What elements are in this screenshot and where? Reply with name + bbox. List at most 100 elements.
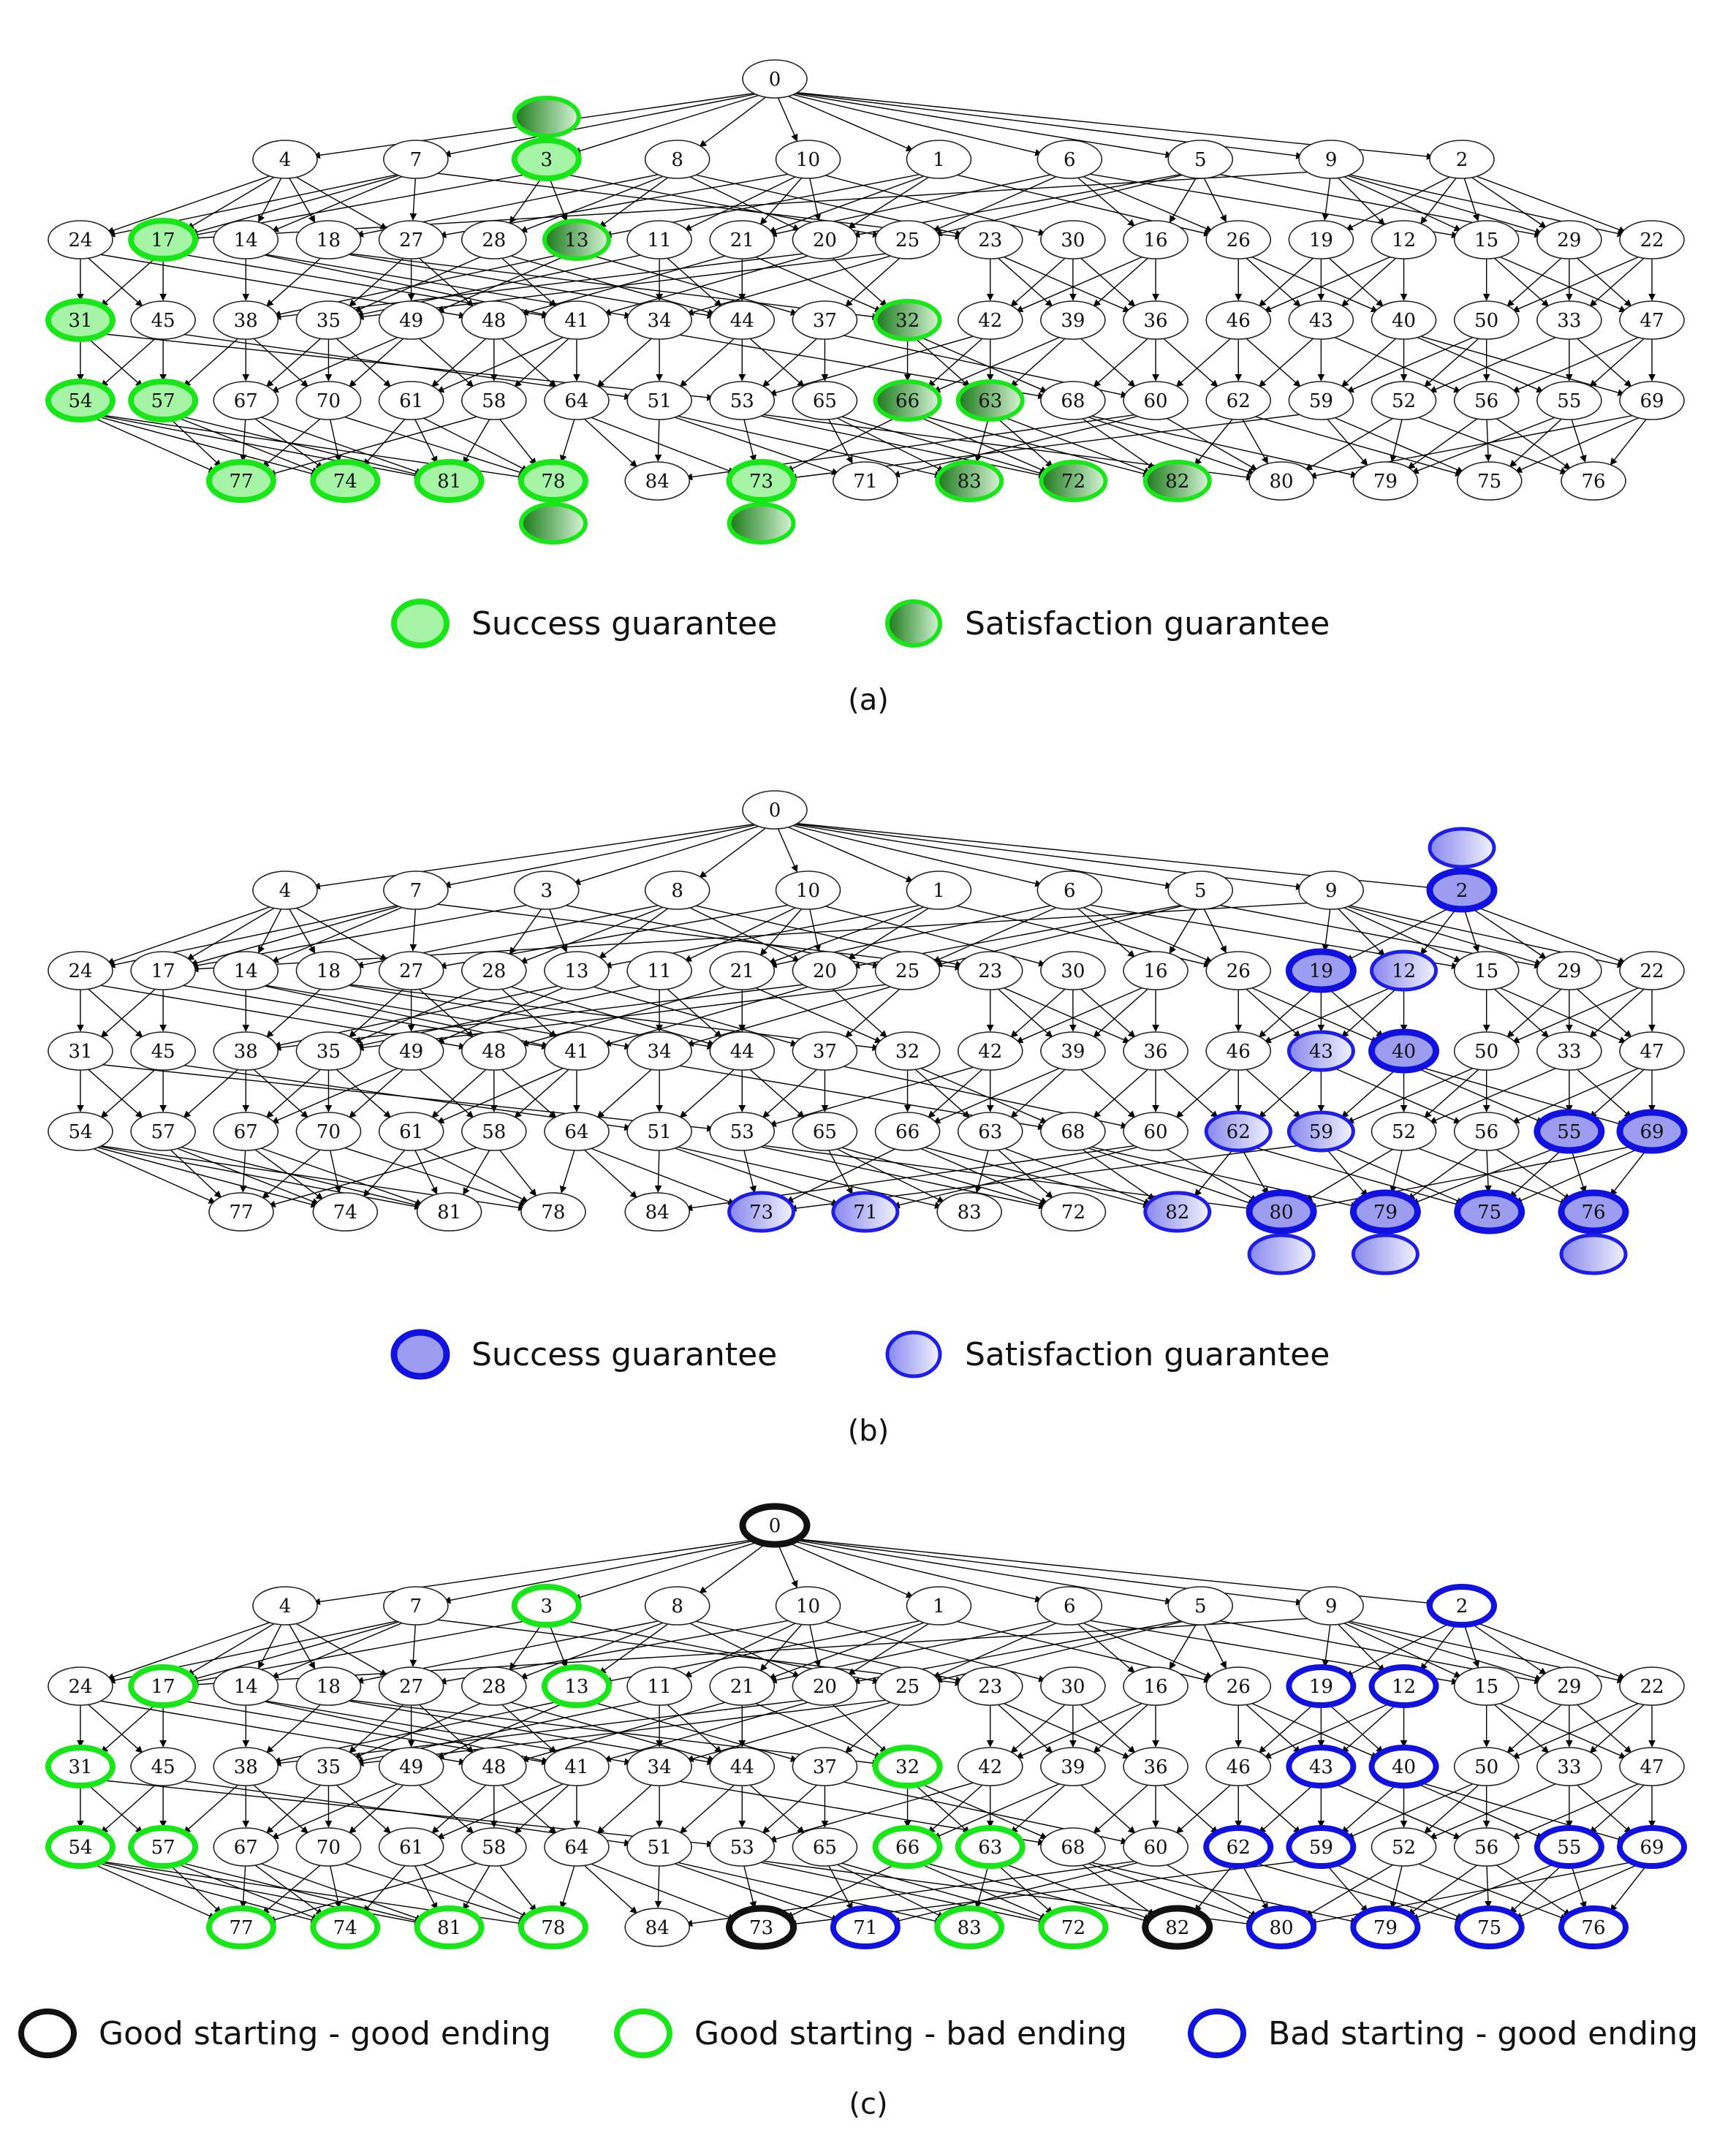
edge-45-54 <box>100 331 164 387</box>
edge-8-13 <box>599 901 678 959</box>
node-34: 34 <box>626 1031 692 1071</box>
node-71: 71 <box>830 1905 901 1949</box>
node-label: 62 <box>1227 1837 1251 1859</box>
node-label: 68 <box>1061 390 1085 412</box>
edge-2-12 <box>1420 170 1463 224</box>
node-label: 48 <box>482 1756 506 1778</box>
node-68: 68 <box>1040 381 1106 420</box>
node-label: 81 <box>437 471 461 493</box>
edge-61-74 <box>363 1142 412 1197</box>
edge-20-41 <box>603 981 825 1047</box>
edge-7-17 <box>189 1616 417 1683</box>
stacked-guarantee-marker <box>727 502 796 545</box>
edge-6-26 <box>1069 170 1213 232</box>
edge-66-82 <box>907 411 1151 477</box>
edge-1-21 <box>767 170 939 234</box>
node-label: 12 <box>1392 230 1416 251</box>
node-21: 21 <box>709 951 776 990</box>
node-label: 7 <box>410 1596 422 1617</box>
edge-15-47 <box>1486 981 1627 1044</box>
edge-47-56 <box>1512 1777 1653 1840</box>
node-66: 66 <box>874 1112 941 1151</box>
node-label: 72 <box>1061 1917 1085 1939</box>
node-label: 6 <box>1064 1596 1076 1617</box>
edge-44-65 <box>741 1062 805 1118</box>
node-label: 63 <box>978 390 1002 412</box>
node-18: 18 <box>295 951 362 990</box>
node-label: 61 <box>399 1121 423 1143</box>
node-label: 81 <box>437 1202 461 1224</box>
edge-8-13 <box>599 1617 678 1674</box>
edge-0-1 <box>774 89 914 151</box>
edge-57-81 <box>162 411 422 478</box>
edge-64-84 <box>576 1142 637 1199</box>
node-label: 15 <box>1474 230 1498 251</box>
edge-18-32 <box>328 981 880 1052</box>
edge-2-29 <box>1461 170 1547 229</box>
node-label: 42 <box>978 310 1002 332</box>
node-14: 14 <box>213 1666 279 1706</box>
edge-1-20 <box>847 1617 939 1675</box>
node-15: 15 <box>1453 220 1520 259</box>
node-6: 6 <box>1036 871 1103 910</box>
edge-39-66 <box>933 1061 1074 1124</box>
edge-18-38 <box>265 982 329 1038</box>
node-52: 52 <box>1371 381 1437 420</box>
edge-28-41 <box>493 1697 557 1753</box>
node-label: 24 <box>68 1676 92 1698</box>
node-label: 7 <box>410 880 422 902</box>
node-35: 35 <box>295 300 362 340</box>
edge-4-24 <box>106 170 286 234</box>
node-7: 7 <box>383 1586 449 1626</box>
node-79: 79 <box>1350 1905 1421 1949</box>
edge-8-20 <box>677 900 800 962</box>
node-label: 68 <box>1061 1837 1085 1859</box>
edge-57-81 <box>162 1857 422 1924</box>
node-label: 50 <box>1474 1756 1498 1778</box>
node-label: 57 <box>151 1837 175 1859</box>
node-16: 16 <box>1123 220 1189 259</box>
edge-30-42 <box>1010 982 1074 1038</box>
edge-9-12 <box>1330 1617 1385 1672</box>
edge-41-58 <box>514 1062 577 1118</box>
node-37: 37 <box>792 300 858 340</box>
node-30: 30 <box>1040 951 1106 990</box>
node-45: 45 <box>130 300 196 340</box>
edge-9-17 <box>191 170 1332 242</box>
edge-48-61 <box>431 331 495 387</box>
node-label: 56 <box>1474 390 1498 412</box>
node-label: 78 <box>541 1202 565 1224</box>
node-83: 83 <box>936 1192 1002 1232</box>
node-3: 3 <box>511 1584 582 1628</box>
node-27: 27 <box>378 951 444 990</box>
edge-60-71 <box>892 411 1156 478</box>
edge-44-51 <box>679 331 743 387</box>
node-label: 81 <box>437 1917 461 1939</box>
edge-39-63 <box>1010 331 1074 387</box>
node-label: 21 <box>730 1676 754 1698</box>
edge-42-66 <box>928 1062 991 1118</box>
node-2: 2 <box>1427 1584 1497 1628</box>
node-label: 10 <box>796 149 820 171</box>
edge-64-78 <box>559 1858 577 1909</box>
node-49: 49 <box>378 300 444 340</box>
node-label: 38 <box>234 1041 258 1063</box>
edge-63-83 <box>974 1142 991 1194</box>
edge-2-29 <box>1461 901 1547 960</box>
node-label: 27 <box>399 1676 423 1698</box>
node-58: 58 <box>460 1112 527 1151</box>
node-label: 1 <box>933 149 945 171</box>
node-label: 48 <box>482 1041 506 1063</box>
node-label: 82 <box>1165 1202 1189 1224</box>
node-label: 8 <box>671 1596 683 1617</box>
node-81: 81 <box>414 1905 485 1949</box>
node-label: 61 <box>399 1837 423 1859</box>
edge-65-72 <box>825 1857 1047 1923</box>
edge-9-17 <box>191 1616 1332 1688</box>
node-label: 35 <box>317 1041 341 1063</box>
edge-64-84 <box>576 1858 637 1914</box>
node-5: 5 <box>1167 1586 1234 1626</box>
legend-label: Success guarantee <box>471 1336 777 1373</box>
edge-0-5 <box>774 820 1173 890</box>
node-46: 46 <box>1205 1031 1272 1071</box>
